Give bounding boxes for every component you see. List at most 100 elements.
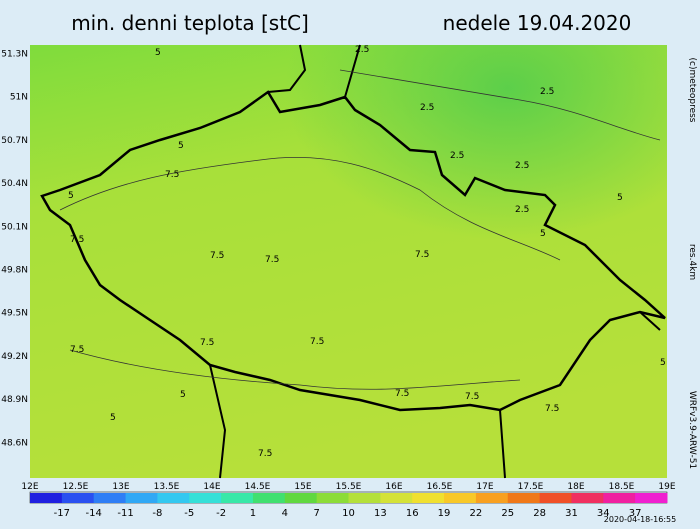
credit: (c)meteopress bbox=[687, 58, 697, 123]
contour-label: 5 bbox=[660, 358, 666, 368]
scale-label: 4 bbox=[282, 508, 288, 519]
contour-label: 5 bbox=[110, 413, 116, 423]
scale-label: -8 bbox=[152, 508, 162, 519]
scale-label: 34 bbox=[597, 508, 610, 519]
contour-label: 2.5 bbox=[420, 103, 434, 113]
latitude-label: 48.9N bbox=[1, 395, 28, 405]
colorbar-swatch bbox=[380, 493, 413, 503]
contour-label: 7.5 bbox=[258, 449, 272, 459]
colorbar-swatch bbox=[412, 493, 445, 503]
model-name: WRFv3.9-ARW-51 bbox=[687, 391, 697, 469]
scale-label: -2 bbox=[216, 508, 226, 519]
colorbar-swatch bbox=[221, 493, 254, 503]
contour-label: 2.5 bbox=[515, 205, 529, 215]
contour-label: 5 bbox=[617, 193, 623, 203]
longitude-label: 15.5E bbox=[336, 482, 362, 492]
scale-label: 37 bbox=[629, 508, 642, 519]
contour-label: 2.5 bbox=[540, 87, 554, 97]
contour-label: 7.5 bbox=[415, 250, 429, 260]
latitude-label: 50.4N bbox=[1, 179, 28, 189]
latitude-label: 49.5N bbox=[1, 309, 28, 319]
colorbar-swatch bbox=[475, 493, 509, 503]
map-date: nedele 19.04.2020 bbox=[443, 11, 632, 35]
scale-label: 19 bbox=[438, 508, 451, 519]
colorbar-swatch bbox=[30, 493, 63, 503]
contour-label: 7.5 bbox=[310, 337, 324, 347]
scale-label: 31 bbox=[565, 508, 578, 519]
latitude-label: 50.1N bbox=[1, 222, 28, 232]
contour-label: 5 bbox=[540, 229, 546, 239]
colorbar-swatch bbox=[539, 493, 572, 503]
scale-label: -17 bbox=[54, 508, 70, 519]
contour-label: 7.5 bbox=[70, 235, 84, 245]
contour-label: 7.5 bbox=[200, 338, 214, 348]
longitude-label: 13.5E bbox=[154, 482, 180, 492]
contour-label: 7.5 bbox=[210, 251, 224, 261]
longitude-label: 14E bbox=[203, 482, 220, 492]
longitude-label: 16E bbox=[385, 482, 402, 492]
colorbar-swatch bbox=[125, 493, 158, 503]
colorbar-swatch bbox=[571, 493, 604, 503]
contour-label: 5 bbox=[178, 141, 184, 151]
colorbar-swatch bbox=[93, 493, 127, 503]
resolution: res.4km bbox=[687, 244, 697, 280]
longitude-label: 13E bbox=[112, 482, 129, 492]
cool-area bbox=[30, 45, 667, 478]
contour-label: 7.5 bbox=[165, 170, 179, 180]
latitude-label: 50.7N bbox=[1, 136, 28, 146]
colorbar-swatch bbox=[348, 493, 381, 503]
colorbar-swatch bbox=[635, 493, 668, 503]
latitude-label: 51N bbox=[10, 93, 28, 103]
neighbor-borders bbox=[209, 44, 661, 479]
contour-label: 2.5 bbox=[355, 45, 369, 55]
contour-label: 5 bbox=[68, 191, 74, 201]
longitude-label: 18E bbox=[567, 482, 584, 492]
colorbar-swatch bbox=[189, 493, 222, 503]
scale-label: 13 bbox=[374, 508, 387, 519]
scale-label: 1 bbox=[250, 508, 256, 519]
contour-label: 7.5 bbox=[395, 389, 409, 399]
scale-label: 16 bbox=[406, 508, 419, 519]
scale-label: -14 bbox=[86, 508, 102, 519]
scale-label: 25 bbox=[501, 508, 514, 519]
contour-label: 7.5 bbox=[265, 255, 279, 265]
contour-label: 2.5 bbox=[515, 161, 529, 171]
longitude-label: 12E bbox=[21, 482, 38, 492]
longitude-label: 19E bbox=[658, 482, 675, 492]
longitude-label: 18.5E bbox=[609, 482, 635, 492]
scale-label: -11 bbox=[117, 508, 133, 519]
colorbar-swatch bbox=[316, 493, 349, 503]
contours bbox=[59, 69, 661, 390]
contour-label: 7.5 bbox=[465, 392, 479, 402]
colorbar-swatch bbox=[252, 493, 286, 503]
contour-label: 5 bbox=[155, 48, 161, 58]
longitude-label: 17.5E bbox=[518, 482, 544, 492]
contour-label: 2.5 bbox=[450, 151, 464, 161]
latitude-label: 48.6N bbox=[1, 438, 28, 448]
scale-label: -5 bbox=[184, 508, 194, 519]
colorbar-swatch bbox=[444, 493, 477, 503]
colorbar-swatch bbox=[157, 493, 190, 503]
contour-label: 7.5 bbox=[545, 404, 559, 414]
contour-label: 5 bbox=[180, 390, 186, 400]
longitude-label: 12.5E bbox=[63, 482, 89, 492]
scale-label: 10 bbox=[342, 508, 355, 519]
colorbar-swatch bbox=[603, 493, 636, 503]
scale-label: 7 bbox=[313, 508, 319, 519]
colorbar-swatch bbox=[507, 493, 541, 503]
longitude-label: 15E bbox=[294, 482, 311, 492]
longitude-label: 17E bbox=[476, 482, 493, 492]
latitude-label: 51.3N bbox=[1, 50, 28, 60]
contour-label: 7.5 bbox=[70, 345, 84, 355]
longitude-label: 16.5E bbox=[427, 482, 453, 492]
colorbar-swatch bbox=[61, 493, 95, 503]
colorbar-swatch bbox=[284, 493, 318, 503]
map-title: min. denni teplota [stC] bbox=[71, 11, 309, 35]
latitude-label: 49.8N bbox=[1, 266, 28, 276]
scale-label: 28 bbox=[533, 508, 546, 519]
scale-label: 22 bbox=[470, 508, 483, 519]
latitude-label: 49.2N bbox=[1, 352, 28, 362]
timestamp: 2020-04-18-16:55 bbox=[604, 515, 676, 524]
